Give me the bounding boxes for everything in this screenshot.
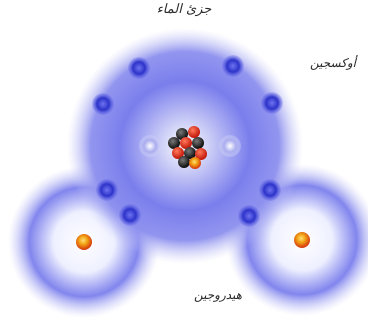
proton — [189, 157, 201, 169]
electron-inner-left — [139, 135, 161, 157]
diagram-title: جزئ الماء — [156, 2, 212, 17]
neutron — [178, 156, 190, 168]
proton — [172, 147, 184, 159]
electron-outer-2 — [222, 55, 244, 77]
electron-outer-1 — [128, 57, 150, 79]
neutron — [192, 137, 204, 149]
neutron — [168, 137, 180, 149]
hydrogen-label: هيدروجين — [193, 288, 242, 302]
electron-inner-right — [219, 135, 241, 157]
electron-outer-5 — [96, 179, 118, 201]
neutron — [176, 128, 188, 140]
proton — [180, 137, 192, 149]
oxygen-label: أوكسجين — [309, 56, 356, 70]
electron-outer-4 — [261, 92, 283, 114]
proton — [188, 126, 200, 138]
electron-outer-6 — [119, 204, 141, 226]
hydrogen-nucleus-right — [294, 232, 310, 248]
electron-outer-7 — [259, 179, 281, 201]
electron-outer-3 — [92, 93, 114, 115]
electron-outer-8 — [238, 205, 260, 227]
proton — [195, 148, 207, 160]
oxygen-nucleus — [168, 126, 207, 169]
hydrogen-nucleus-left — [76, 234, 92, 250]
neutron — [184, 147, 196, 159]
